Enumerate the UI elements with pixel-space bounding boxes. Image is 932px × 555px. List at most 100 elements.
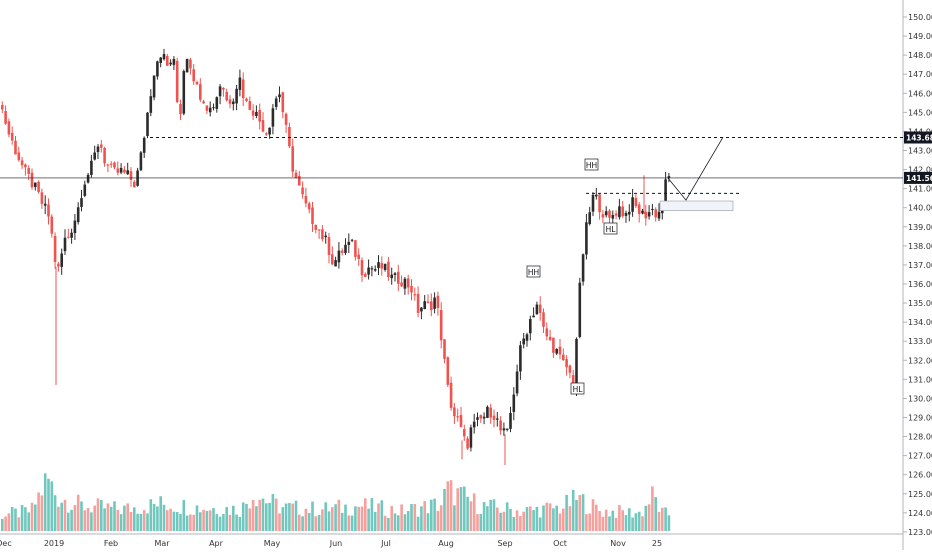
candle-body: [63, 237, 67, 252]
projection-path: [667, 136, 724, 201]
volume-bar: [641, 516, 644, 531]
volume-bar: [651, 486, 654, 531]
candle-body: [347, 241, 351, 245]
candle-body: [109, 163, 113, 165]
time-tick-label: 2019: [44, 539, 64, 548]
candle-body: [420, 307, 423, 312]
candle-body: [30, 172, 34, 188]
candle-body: [608, 210, 611, 218]
candle-body: [512, 394, 516, 412]
volume-bar: [113, 501, 116, 531]
volume-bar: [60, 502, 63, 531]
volume-bar: [354, 506, 357, 531]
volume-bar: [1, 518, 4, 531]
candle-body: [182, 71, 186, 114]
volume-bar: [179, 513, 182, 531]
candle-body: [624, 212, 628, 216]
resistance-price-label-bg: [904, 131, 932, 144]
volume-bar: [317, 514, 321, 531]
time-tick-label: May: [264, 539, 281, 548]
volume-bar: [139, 514, 143, 531]
candle-body: [390, 274, 393, 279]
candle-body: [552, 337, 555, 353]
volume-bar: [595, 504, 598, 531]
candle-body: [334, 260, 337, 267]
candle-body: [261, 120, 265, 132]
candle-body: [146, 112, 149, 137]
candle-body: [208, 107, 212, 113]
candle-body: [403, 278, 407, 289]
candle-body: [172, 58, 176, 65]
volume-bar: [410, 504, 413, 531]
volume-bar: [443, 488, 446, 531]
price-tick-label: 140.000: [908, 204, 932, 213]
volume-bar: [185, 515, 189, 531]
candle-body: [166, 56, 169, 66]
volume-bar: [17, 517, 21, 531]
volume-bar: [456, 488, 459, 531]
volume-bar: [591, 499, 595, 531]
candle-body: [314, 224, 318, 230]
price-tick-label: 136.000: [908, 280, 932, 289]
candle-body: [406, 278, 410, 288]
volume-bar: [588, 513, 591, 531]
candle-body: [238, 77, 242, 90]
volume-bar: [479, 513, 483, 531]
candle-body: [212, 107, 215, 109]
volume-bar: [152, 503, 156, 531]
candle-body: [106, 164, 110, 166]
candle-body: [532, 315, 535, 318]
candle-body: [654, 209, 657, 218]
volume-bar: [390, 506, 393, 531]
candle-body: [189, 59, 192, 69]
volume-bar: [581, 494, 585, 531]
volume-bar: [63, 499, 67, 531]
candle-body: [472, 421, 476, 428]
candle-body: [611, 214, 615, 219]
candle-body: [614, 213, 618, 216]
price-tick-label: 149.000: [908, 32, 932, 41]
volume-bar: [558, 513, 562, 531]
candle-body: [505, 428, 509, 430]
candle-body: [426, 301, 430, 303]
volume-bar: [373, 511, 377, 531]
candle-body: [519, 345, 522, 372]
volume-bar: [406, 511, 410, 531]
candle-body: [588, 212, 591, 225]
volume-bar: [562, 508, 565, 531]
volume-bar: [509, 508, 512, 531]
price-tick-label: 145.000: [908, 108, 932, 117]
volume-bar: [255, 506, 258, 531]
annotation-box: [584, 158, 599, 171]
candle-body: [113, 162, 116, 168]
candle-body: [525, 334, 529, 341]
candle-body: [377, 262, 380, 269]
volume-bar: [522, 511, 525, 531]
candle-body: [126, 170, 129, 175]
candle-body: [486, 406, 489, 418]
volume-bar: [387, 517, 390, 531]
volume-bar: [337, 499, 341, 531]
volume-bar: [621, 510, 624, 531]
candle-body: [459, 415, 463, 427]
candle-body: [304, 195, 308, 204]
volume-bar: [628, 508, 631, 531]
time-tick-label: Sep: [497, 539, 512, 548]
volume-bar: [222, 513, 225, 531]
candle-body: [641, 210, 644, 214]
volume-bar: [453, 505, 456, 531]
candle-body: [443, 339, 446, 359]
candle-body: [340, 250, 344, 253]
candle-body: [43, 203, 47, 206]
candle-body: [476, 417, 479, 420]
volume-bar: [103, 508, 106, 531]
candle-body: [393, 273, 397, 275]
volume-bar: [618, 505, 621, 531]
candle-body: [469, 427, 473, 448]
annotation-label: HL: [573, 385, 584, 394]
volume-bar: [228, 514, 232, 531]
candle-body: [634, 197, 638, 207]
time-tick-label: Apr: [209, 539, 224, 548]
time-tick-label: Jun: [329, 539, 343, 548]
candle-body: [321, 229, 324, 240]
